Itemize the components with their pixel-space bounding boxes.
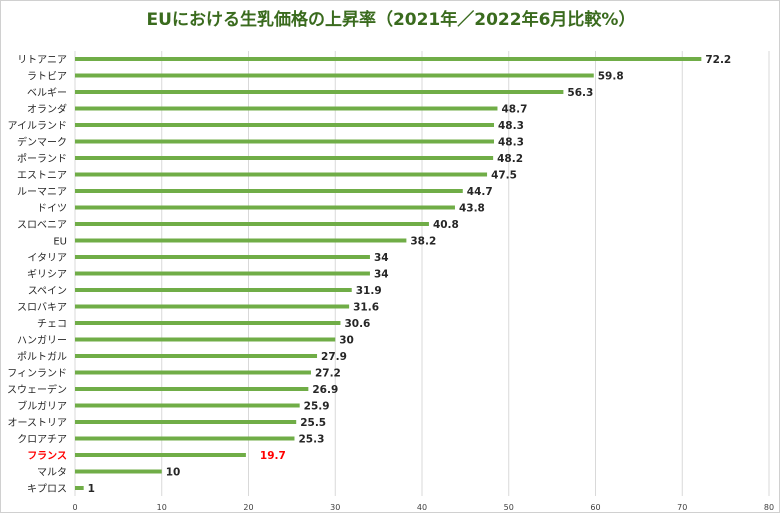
- chart-title: EUにおける生乳価格の上昇率（2021年／2022年6月比較%）: [146, 10, 636, 30]
- category-label: キプロス: [27, 483, 67, 495]
- bar: [75, 172, 488, 177]
- category-label: オーストリア: [8, 417, 68, 429]
- data-label: 30.6: [344, 318, 370, 330]
- data-label: 72.2: [705, 54, 731, 66]
- data-label: 48.3: [498, 137, 524, 149]
- bar: [75, 354, 318, 358]
- data-label: 59.8: [598, 71, 624, 83]
- category-label: エストニア: [17, 171, 67, 182]
- category-label: EU: [53, 237, 67, 248]
- category-label: ラトビア: [27, 71, 67, 83]
- data-label: 44.7: [467, 186, 493, 198]
- data-label: 19.7: [260, 450, 286, 462]
- data-label: 10: [166, 467, 181, 479]
- data-label: 27.2: [315, 368, 341, 380]
- category-label: フィンランド: [7, 368, 67, 380]
- category-label: スロバキア: [17, 302, 67, 314]
- category-label: イタリア: [27, 252, 67, 264]
- category-label: マルタ: [37, 467, 67, 479]
- data-label: 48.7: [501, 104, 527, 116]
- category-label: フランス: [27, 450, 67, 462]
- bar: [75, 123, 495, 127]
- bar: [75, 156, 494, 160]
- bar: [75, 189, 463, 193]
- bar: [75, 288, 352, 292]
- bar: [75, 420, 297, 424]
- x-tick-label: 0: [72, 503, 77, 512]
- x-tick-label: 30: [330, 503, 340, 512]
- category-label: デンマーク: [17, 136, 67, 149]
- data-label: 38.2: [410, 236, 436, 248]
- data-label: 48.3: [498, 120, 524, 132]
- bar: [75, 453, 246, 457]
- data-label: 25.9: [304, 401, 330, 413]
- data-label: 31.6: [353, 302, 379, 314]
- bar: [75, 57, 702, 61]
- bar: [75, 469, 162, 474]
- bar: [75, 370, 311, 375]
- bar: [75, 255, 370, 259]
- data-label: 26.9: [312, 384, 338, 396]
- category-label: スロベニア: [17, 219, 67, 231]
- data-label: 56.3: [567, 87, 593, 99]
- data-label: 47.5: [491, 170, 517, 182]
- x-tick-label: 60: [590, 503, 600, 512]
- category-label: ベルギー: [27, 87, 67, 99]
- data-label: 34: [374, 252, 389, 264]
- x-tick-label: 40: [417, 503, 427, 512]
- data-label: 48.2: [497, 153, 523, 165]
- bar: [75, 139, 495, 144]
- category-label: スペイン: [28, 286, 67, 297]
- data-label: 1: [88, 483, 95, 495]
- data-label: 25.3: [298, 434, 324, 446]
- bar: [75, 436, 295, 441]
- data-label: 43.8: [459, 203, 485, 215]
- bar: [75, 486, 84, 490]
- bar: [75, 337, 336, 342]
- bar: [75, 304, 350, 309]
- category-label: ポーランド: [17, 153, 67, 165]
- bar: [75, 106, 498, 111]
- data-label: 31.9: [356, 285, 382, 297]
- data-label: 25.5: [300, 417, 326, 429]
- category-label: ルーマニア: [17, 187, 67, 198]
- bar: [75, 321, 341, 325]
- category-label: ブルガリア: [17, 400, 67, 413]
- category-label: クロアチア: [17, 434, 67, 446]
- bar: [75, 205, 455, 210]
- bar: [75, 271, 370, 276]
- category-label: アイルランド: [8, 120, 68, 132]
- bar: [75, 222, 429, 226]
- category-label: リトアニア: [17, 55, 67, 66]
- data-label: 40.8: [433, 219, 459, 231]
- category-label: ハンガリー: [17, 335, 67, 347]
- x-tick-label: 20: [243, 503, 253, 512]
- category-label: ギリシア: [27, 269, 67, 281]
- data-label: 34: [374, 269, 389, 281]
- category-label: チェコ: [37, 318, 67, 330]
- data-label: 27.9: [321, 351, 347, 363]
- category-label: オランダ: [27, 103, 67, 116]
- bar: [75, 90, 564, 94]
- bar: [75, 73, 594, 78]
- category-label: ドイツ: [37, 204, 67, 215]
- x-tick-label: 80: [764, 503, 774, 512]
- bar: [75, 403, 300, 408]
- data-label: 30: [339, 335, 354, 347]
- bar: [75, 238, 407, 243]
- x-tick-label: 70: [677, 503, 687, 512]
- category-label: スウェーデン: [7, 383, 67, 396]
- bar: [75, 387, 309, 391]
- x-tick-label: 10: [157, 503, 167, 512]
- category-label: ポルトガル: [17, 351, 67, 363]
- x-tick-label: 50: [504, 503, 514, 512]
